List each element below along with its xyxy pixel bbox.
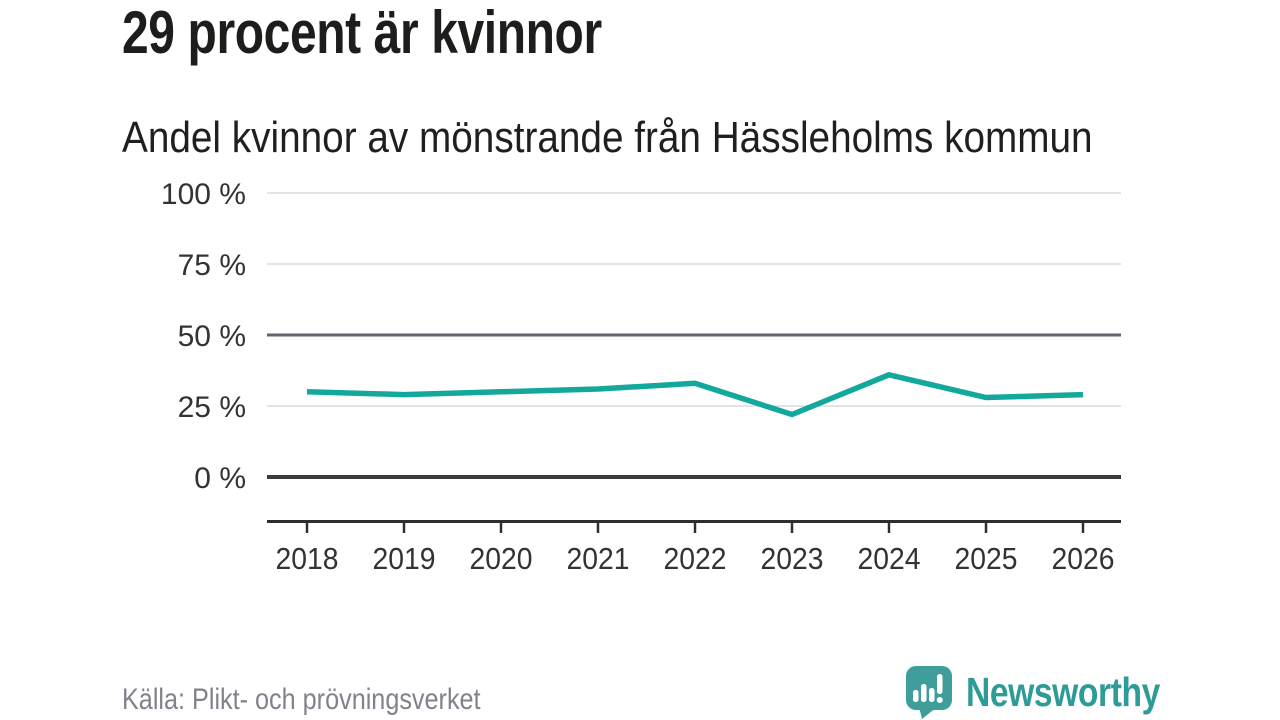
x-axis-label: 2022 xyxy=(664,541,727,576)
y-axis-label: 50 % xyxy=(178,320,246,353)
x-axis-label: 2026 xyxy=(1052,541,1115,576)
y-axis-label: 0 % xyxy=(194,462,246,495)
x-axis-label: 2020 xyxy=(470,541,533,576)
chart-subtitle: Andel kvinnor av mönstrande från Hässleh… xyxy=(122,113,1093,162)
x-axis-label: 2021 xyxy=(567,541,630,576)
y-axis-label: 100 % xyxy=(161,178,246,211)
brand-name: Newsworthy xyxy=(966,669,1160,715)
x-axis-label: 2024 xyxy=(858,541,921,576)
source-note: Källa: Plikt- och prövningsverket xyxy=(122,683,481,716)
x-axis-label: 2019 xyxy=(373,541,436,576)
data-line xyxy=(306,371,1084,418)
x-axis-label: 2025 xyxy=(955,541,1018,576)
x-axis-label: 2018 xyxy=(276,541,339,576)
newsworthy-logo: Newsworthy xyxy=(905,665,1203,719)
y-axis-label: 75 % xyxy=(178,249,246,282)
chart-title: 29 procent är kvinnor xyxy=(122,0,602,66)
y-axis-label: 25 % xyxy=(178,391,246,424)
speech-bubble-chart-icon xyxy=(906,666,952,719)
x-axis-label: 2023 xyxy=(761,541,824,576)
